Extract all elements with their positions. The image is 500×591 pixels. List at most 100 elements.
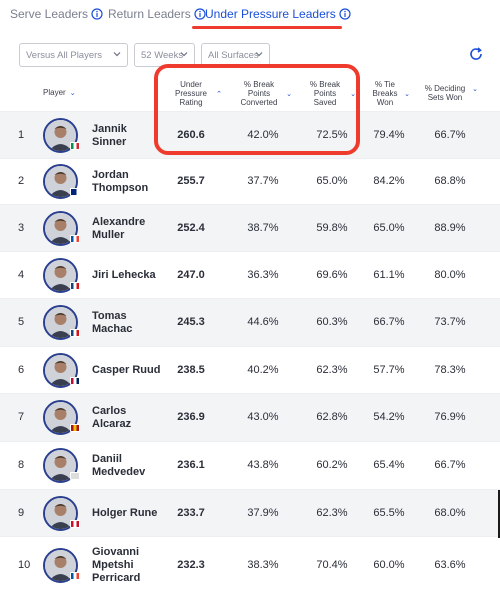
header-line: Breaks <box>372 89 398 98</box>
stat-tb: 57.7% <box>373 363 405 376</box>
player-name-line: Alexandre <box>92 215 146 228</box>
player-name-line: Medvedev <box>92 466 146 478</box>
opponent-select[interactable]: Versus All Players <box>19 43 128 67</box>
sort-icon: ⌄ <box>404 91 410 98</box>
table-row[interactable]: 3 Alexandre Muller 252.4 38.7% 59.8% 65.0% 88.9… <box>0 204 500 251</box>
sort-icon: ⌄ <box>286 91 292 98</box>
header-rating[interactable]: Under Pressure Rating ⌃ <box>168 80 222 107</box>
player-name[interactable]: Daniil Medvedev <box>92 453 145 479</box>
rank: 2 <box>18 175 25 187</box>
player-name-line: Mpetshi <box>92 559 134 571</box>
rank: 1 <box>18 128 25 141</box>
stat-ds: 73.7% <box>434 316 466 328</box>
avatar[interactable] <box>43 210 78 246</box>
player-name[interactable]: Alexandre Muller <box>92 216 145 242</box>
table-row[interactable]: 8 Daniil Medvedev 236.1 43.8% 60.2% 65.4% 66.7% <box>0 441 500 489</box>
header-deciding-sets[interactable]: % Deciding Sets Won ⌄ <box>420 84 478 102</box>
stat-bpc: 43.0% <box>247 411 279 423</box>
header-line: % Deciding <box>424 84 466 93</box>
player-name[interactable]: Giovanni Mpetshi Perricard <box>92 546 140 585</box>
player-name[interactable]: Holger Rune <box>92 507 157 520</box>
header-label: Player <box>43 88 66 97</box>
table-header: Player ⌄ Under Pressure Rating ⌃ % Break … <box>0 70 500 112</box>
tab-return-leaders[interactable]: Return Leaders <box>108 7 206 21</box>
stat-bpc: 37.7% <box>247 175 279 187</box>
tab-under-pressure-leaders[interactable]: Under Pressure Leaders <box>205 7 351 21</box>
rank: 10 <box>18 558 31 571</box>
table-row[interactable]: 4 Jiri Lehecka 247.0 36.3% 69.6% 61.1% 80.0% <box>0 251 500 298</box>
rank: 7 <box>18 411 25 423</box>
player-name-line: Perricard <box>92 572 141 584</box>
table-row[interactable]: 2 Jordan Thompson 255.7 37.7% 65.0% 84.2% 68.8% <box>0 158 500 204</box>
table-row[interactable]: 6 Casper Ruud 238.5 40.2% 62.3% 57.7% 78.3% <box>0 346 500 393</box>
stat-rating: 252.4 <box>177 221 205 234</box>
stat-bpc: 38.7% <box>247 221 279 234</box>
header-line: Rating <box>179 98 203 107</box>
avatar[interactable] <box>43 305 78 340</box>
info-icon[interactable] <box>194 8 206 20</box>
stat-rating: 238.5 <box>177 363 205 376</box>
country-flag-icon <box>70 141 80 150</box>
player-name-line: Holger Rune <box>92 507 158 519</box>
stat-bpc: 37.9% <box>247 506 279 519</box>
stat-tb: 60.0% <box>373 558 405 571</box>
header-line: Converted <box>240 98 278 107</box>
tab-label: Under Pressure Leaders <box>205 7 336 21</box>
player-name-line: Giovanni <box>92 546 140 558</box>
header-line: Under <box>180 80 202 89</box>
period-select[interactable]: 52 Weeks <box>134 43 195 67</box>
table-row[interactable]: 5 Tomas Machac 245.3 44.6% 60.3% 66.7% 73.7% <box>0 298 500 346</box>
tab-label: Serve Leaders <box>10 7 89 21</box>
avatar[interactable] <box>43 448 78 483</box>
stat-bps: 65.0% <box>316 175 348 187</box>
header-line: % Break <box>309 80 341 89</box>
player-name[interactable]: Jiri Lehecka <box>92 269 156 282</box>
header-bp-converted[interactable]: % Break Points Converted ⌄ <box>234 80 292 107</box>
stat-rating: 236.1 <box>177 459 205 471</box>
info-icon[interactable] <box>91 8 103 20</box>
rank: 8 <box>18 459 25 471</box>
stat-bpc: 36.3% <box>247 268 279 281</box>
stat-ds: 68.8% <box>434 175 466 187</box>
country-flag-icon <box>70 424 80 432</box>
player-name-line: Casper Ruud <box>92 364 161 376</box>
stat-bpc: 43.8% <box>247 459 279 471</box>
surface-select[interactable]: All Surfaces <box>201 43 270 67</box>
stat-rating: 236.9 <box>177 411 205 423</box>
refresh-icon[interactable] <box>468 46 484 62</box>
chevron-down-icon <box>255 52 263 57</box>
stat-bpc: 38.3% <box>247 558 279 571</box>
sort-icon: ⌄ <box>69 90 76 97</box>
stat-rating: 255.7 <box>177 175 205 187</box>
player-name[interactable]: Casper Ruud <box>92 364 160 377</box>
stat-ds: 88.9% <box>434 221 466 234</box>
info-icon[interactable] <box>339 8 351 20</box>
rank: 9 <box>18 506 25 519</box>
country-flag-icon <box>70 472 80 480</box>
header-line: Won <box>376 98 394 107</box>
header-bp-saved[interactable]: % Break Points Saved ⌄ <box>302 80 356 107</box>
player-name[interactable]: Jannik Sinner <box>92 123 127 149</box>
player-name-line: Sinner <box>92 135 127 148</box>
stat-bpc: 40.2% <box>247 363 279 376</box>
player-name-line: Muller <box>92 228 125 241</box>
player-name[interactable]: Tomas Machac <box>92 310 132 336</box>
select-value: Versus All Players <box>26 49 103 61</box>
table-row[interactable]: 10 Giovanni Mpetshi Perricard 232.3 38.3% 70.4… <box>0 536 500 591</box>
avatar[interactable] <box>43 400 78 435</box>
player-name[interactable]: Carlos Alcaraz <box>92 405 131 431</box>
table-row[interactable]: 1 Jannik Sinner 260.6 42.0% 72.5% 79.4% 66.7% <box>0 111 500 158</box>
header-tiebreaks[interactable]: % Tie Breaks Won ⌄ <box>368 80 410 107</box>
stat-bpc: 42.0% <box>247 128 279 141</box>
player-name[interactable]: Jordan Thompson <box>92 169 148 195</box>
stat-tb: 54.2% <box>373 411 405 423</box>
leader-tabs: Serve Leaders Return Leaders Under Press… <box>0 0 500 34</box>
player-name-line: Tomas <box>92 310 127 322</box>
sort-icon: ⌄ <box>472 86 478 93</box>
table-row[interactable]: 9 Holger Rune 233.7 37.9% 62.3% 65.5% 68.0% <box>0 489 500 536</box>
header-player[interactable]: Player ⌄ <box>43 88 76 97</box>
tab-serve-leaders[interactable]: Serve Leaders <box>10 7 103 21</box>
table-row[interactable]: 7 Carlos Alcaraz 236.9 43.0% 62.8% 54.2% 76.9% <box>0 393 500 441</box>
scrollbar-edge[interactable] <box>498 490 500 538</box>
stat-ds: 63.6% <box>434 558 466 571</box>
